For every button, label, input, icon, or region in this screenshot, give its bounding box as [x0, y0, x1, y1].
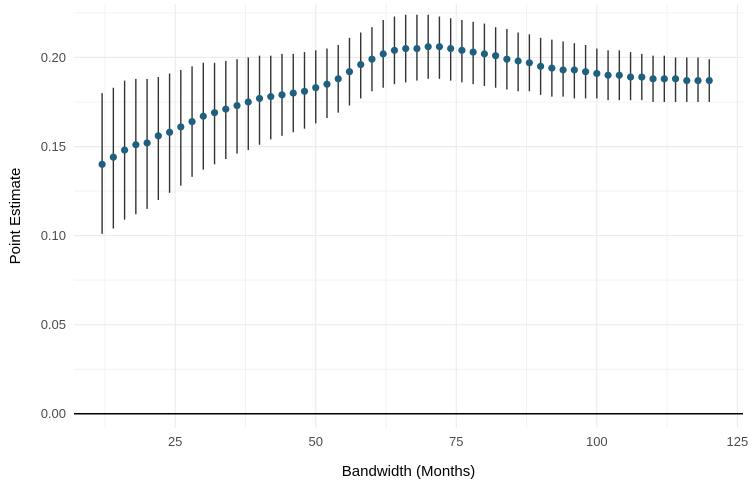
x-tick-label: 75 — [449, 434, 463, 449]
data-point — [132, 141, 140, 149]
data-point — [312, 84, 320, 92]
data-point — [210, 109, 219, 117]
data-point — [244, 98, 252, 106]
data-point — [593, 69, 601, 78]
data-point — [165, 128, 174, 136]
data-point — [570, 66, 578, 74]
data-point — [660, 75, 668, 83]
grid-layer — [74, 4, 743, 428]
data-point — [626, 73, 635, 81]
point-layer — [98, 43, 713, 168]
data-point — [345, 68, 354, 76]
x-tick-label: 125 — [727, 434, 749, 449]
data-point — [469, 48, 477, 56]
data-point — [120, 146, 129, 154]
data-point — [300, 87, 309, 95]
data-point — [638, 73, 646, 81]
data-point — [615, 71, 623, 79]
data-point — [559, 66, 567, 74]
y-tick-label: 0.15 — [41, 139, 66, 154]
data-point — [705, 77, 713, 85]
data-point — [177, 123, 185, 131]
data-point — [537, 62, 545, 70]
data-point — [143, 139, 151, 147]
data-point — [514, 57, 522, 65]
data-point — [604, 71, 612, 79]
data-point — [267, 93, 275, 101]
data-point — [379, 50, 387, 58]
data-point — [199, 112, 207, 120]
data-point — [109, 153, 117, 161]
data-point — [390, 46, 399, 54]
data-point — [480, 50, 488, 58]
data-point — [581, 68, 590, 76]
data-point — [323, 80, 331, 88]
data-point — [447, 44, 455, 53]
x-tick-label: 25 — [168, 434, 182, 449]
data-point — [368, 55, 376, 63]
y-axis-title: Point Estimate — [7, 168, 24, 265]
data-point — [649, 75, 657, 83]
data-point — [154, 132, 162, 140]
x-tick-label: 100 — [586, 434, 608, 449]
x-tick-labels: 25 50 75 100 125 — [168, 434, 748, 449]
data-point — [334, 75, 342, 83]
x-axis-title: Bandwidth (Months) — [342, 463, 475, 480]
data-point — [98, 160, 106, 168]
data-point — [233, 101, 241, 110]
data-point — [289, 89, 297, 97]
data-point — [357, 60, 365, 69]
data-point — [503, 55, 511, 63]
data-point — [278, 91, 286, 99]
y-tick-labels: 0.00 0.05 0.10 0.15 0.20 — [41, 50, 66, 421]
data-point — [222, 105, 230, 113]
y-tick-label: 0.00 — [41, 406, 66, 421]
y-tick-label: 0.10 — [41, 228, 66, 243]
data-point — [683, 77, 691, 85]
data-point — [402, 44, 410, 53]
data-point — [413, 44, 421, 53]
x-tick-label: 50 — [309, 434, 323, 449]
data-point — [694, 77, 702, 85]
data-point — [188, 117, 196, 126]
data-point — [548, 64, 556, 72]
data-point — [424, 43, 432, 51]
y-tick-label: 0.05 — [41, 317, 66, 332]
data-point — [255, 94, 264, 103]
data-point — [492, 52, 500, 60]
data-point — [525, 59, 533, 67]
y-tick-label: 0.20 — [41, 50, 66, 65]
data-point — [458, 46, 466, 54]
data-point — [435, 43, 444, 51]
data-point — [671, 75, 680, 83]
